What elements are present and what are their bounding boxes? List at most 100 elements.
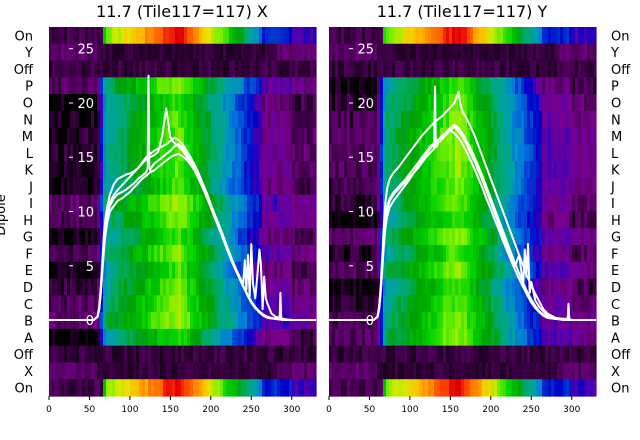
heatmap-cell — [539, 261, 543, 280]
heatmap-cell — [199, 362, 203, 380]
heatmap-cell — [166, 362, 170, 380]
heatmap-cell — [434, 60, 438, 78]
heatmap-cell — [304, 245, 308, 263]
heatmap-cell — [404, 194, 408, 213]
heatmap-cell — [235, 312, 239, 330]
heatmap-cell — [55, 261, 59, 280]
heatmap-cell — [467, 77, 471, 95]
heatmap-cell — [130, 144, 134, 162]
heatmap-cell — [64, 261, 68, 280]
heatmap-cell — [410, 94, 414, 112]
heatmap-cell — [259, 127, 263, 146]
heatmap-cell — [509, 77, 513, 95]
heatmap-cell — [509, 161, 513, 179]
heatmap-cell — [163, 144, 167, 162]
heatmap-cell — [148, 43, 152, 62]
heatmap-cell — [208, 278, 212, 296]
heatmap-cell — [151, 261, 155, 280]
heatmap-cell — [476, 144, 480, 162]
heatmap-cell — [386, 127, 390, 146]
heatmap-cell — [307, 245, 311, 263]
heatmap-cell — [301, 27, 305, 45]
heatmap-cell — [277, 362, 281, 380]
heatmap-cell — [566, 110, 570, 129]
heatmap-cell — [235, 194, 239, 213]
heatmap-cell — [362, 94, 366, 112]
row-label: On — [611, 382, 629, 397]
heatmap-cell — [473, 362, 477, 380]
heatmap-cell — [530, 211, 534, 229]
heatmap-cell — [145, 379, 149, 397]
heatmap-cell — [151, 278, 155, 296]
heatmap-cell — [313, 295, 317, 313]
heatmap-cell — [229, 177, 233, 196]
heatmap-cell — [250, 27, 254, 45]
heatmap-cell — [341, 43, 345, 62]
heatmap-cell — [79, 295, 83, 313]
heatmap-cell — [283, 194, 287, 213]
heatmap-cell — [172, 211, 176, 229]
heatmap-cell — [359, 295, 363, 313]
heatmap-cell — [479, 110, 483, 129]
heatmap-cell — [109, 312, 113, 330]
heatmap-cell — [335, 43, 339, 62]
heatmap-cell — [335, 362, 339, 380]
heatmap-cell — [509, 295, 513, 313]
heatmap-cell — [539, 194, 543, 213]
heatmap-cell — [494, 261, 498, 280]
heatmap-cell — [428, 211, 432, 229]
heatmap-cell — [232, 27, 236, 45]
heatmap-cell — [283, 60, 287, 78]
heatmap-cell — [238, 77, 242, 95]
heatmap-cell — [518, 228, 522, 246]
heatmap-cell — [371, 144, 375, 162]
heatmap-cell — [91, 177, 95, 196]
heatmap-cell — [202, 245, 206, 263]
heatmap-cell — [265, 161, 269, 179]
heatmap-cell — [157, 245, 161, 263]
heatmap-cell — [181, 328, 185, 347]
heatmap-cell — [362, 177, 366, 196]
heatmap-cell — [238, 362, 242, 380]
heatmap-cell — [214, 295, 218, 313]
heatmap-cell — [350, 144, 354, 162]
heatmap-cell — [533, 161, 537, 179]
heatmap-cell — [422, 228, 426, 246]
heatmap-cell — [386, 278, 390, 296]
heatmap-cell — [494, 328, 498, 347]
heatmap-cell — [193, 228, 197, 246]
heatmap-cell — [401, 77, 405, 95]
heatmap-cell — [347, 43, 351, 62]
heatmap-cell — [515, 261, 519, 280]
heatmap-cell — [250, 161, 254, 179]
heatmap-cell — [106, 60, 110, 78]
heatmap-cell — [127, 245, 131, 263]
heatmap-cell — [545, 278, 549, 296]
heatmap-cell — [256, 245, 260, 263]
heatmap-cell — [575, 295, 579, 313]
heatmap-cell — [419, 261, 423, 280]
heatmap-cell — [386, 110, 390, 129]
heatmap-cell — [539, 379, 543, 397]
heatmap-cell — [461, 211, 465, 229]
heatmap-cell — [235, 362, 239, 380]
heatmap-cell — [268, 27, 272, 45]
heatmap-cell — [172, 345, 176, 364]
heatmap-cell — [446, 312, 450, 330]
heatmap-cell — [491, 295, 495, 313]
heatmap-cell — [485, 278, 489, 296]
heatmap-cell — [118, 194, 122, 213]
heatmap-cell — [208, 261, 212, 280]
heatmap-cell — [112, 60, 116, 78]
heatmap-cell — [497, 245, 501, 263]
heatmap-cell — [551, 161, 555, 179]
heatmap-cell — [560, 261, 564, 280]
heatmap-cell — [377, 261, 381, 280]
heatmap-cell — [542, 144, 546, 162]
heatmap-cell — [64, 345, 68, 364]
heatmap-cell — [332, 362, 336, 380]
heatmap-cell — [488, 194, 492, 213]
heatmap-cell — [178, 60, 182, 78]
heatmap-cell — [584, 345, 588, 364]
heatmap-cell — [223, 295, 227, 313]
